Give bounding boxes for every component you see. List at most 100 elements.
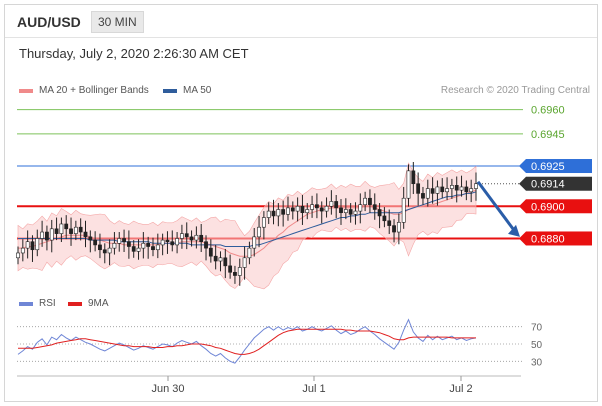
candle xyxy=(151,237,155,257)
candle-body xyxy=(189,236,194,241)
candle-body xyxy=(175,238,179,246)
candle xyxy=(180,224,184,249)
candle-body xyxy=(257,226,261,238)
candle-body xyxy=(348,209,353,215)
candle-body xyxy=(16,252,20,259)
candle-body xyxy=(445,188,449,193)
candle-body xyxy=(30,241,35,251)
time-tick-label: Jun 30 xyxy=(151,383,184,395)
rsi-layer: 70 50 30 xyxy=(17,318,543,368)
candle xyxy=(194,226,199,249)
rsi-tick-label: 30 xyxy=(531,357,543,368)
candle xyxy=(353,202,358,225)
candle xyxy=(165,231,170,254)
candle-body xyxy=(218,257,223,262)
candle xyxy=(469,179,474,203)
candle-body xyxy=(387,220,392,226)
candle-body xyxy=(334,201,339,209)
candle-body xyxy=(98,244,102,251)
candle xyxy=(122,229,126,252)
candle xyxy=(261,211,266,240)
candle-body xyxy=(310,204,314,210)
candle-body xyxy=(88,236,93,241)
candle xyxy=(126,230,131,259)
time-axis-layer: Jun 30 Jul 1 Jul 2 xyxy=(17,375,521,395)
rsi-legend-label: RSI xyxy=(39,298,56,309)
candle xyxy=(213,244,218,270)
candle-body xyxy=(286,207,290,215)
candle-body xyxy=(160,239,165,246)
candle xyxy=(406,164,411,207)
candle xyxy=(237,258,242,286)
candle xyxy=(16,246,20,265)
candle xyxy=(233,265,237,284)
candle-body xyxy=(213,255,218,262)
candle xyxy=(112,232,117,255)
candle xyxy=(310,195,314,218)
candle xyxy=(421,186,425,205)
candle-body xyxy=(266,210,271,218)
candle-body xyxy=(469,188,474,193)
level-label-arrow-support xyxy=(519,231,526,246)
candle-body xyxy=(25,241,30,249)
candle xyxy=(319,201,324,224)
candle-body xyxy=(155,244,160,251)
header-bar: AUD/USD 30 MIN xyxy=(5,5,597,38)
candle xyxy=(430,177,435,204)
candle-body xyxy=(223,257,228,267)
candle xyxy=(45,225,49,251)
candle-body xyxy=(35,238,40,251)
candle xyxy=(339,199,343,225)
rsi-swatch xyxy=(19,301,33,306)
candle-body xyxy=(112,243,117,249)
candle xyxy=(454,176,459,203)
level-label-target: 0.6960 xyxy=(531,105,565,117)
candle-body xyxy=(271,210,276,217)
candle xyxy=(73,220,78,241)
candle xyxy=(35,229,40,257)
candle-body xyxy=(329,201,334,207)
candle-body xyxy=(449,185,454,189)
candle xyxy=(136,239,141,260)
ma50-legend-label: MA 50 xyxy=(183,85,212,96)
candle xyxy=(189,230,194,247)
candle-body xyxy=(59,223,64,234)
candle-body xyxy=(252,236,257,249)
candle xyxy=(252,228,257,257)
candle-body xyxy=(199,234,204,242)
candle-body xyxy=(204,241,208,249)
candle xyxy=(141,232,146,259)
candle xyxy=(315,193,319,219)
candle-body xyxy=(372,204,377,210)
candle-body xyxy=(64,223,69,230)
candle xyxy=(281,200,286,227)
candle-body xyxy=(358,204,363,212)
candle-body xyxy=(459,186,464,191)
candle xyxy=(131,240,136,258)
candle-body xyxy=(78,226,83,233)
rsi-tick-label: 50 xyxy=(531,340,543,351)
candle-body xyxy=(363,197,368,205)
candle xyxy=(208,239,213,263)
candle xyxy=(358,193,363,224)
level-label-support: 0.6900 xyxy=(531,201,565,213)
candle xyxy=(40,220,45,247)
credit-label: Research © 2020 Trading Central xyxy=(440,85,590,96)
candle-body xyxy=(126,241,131,247)
timeframe-badge[interactable]: 30 MIN xyxy=(91,11,144,33)
candle-body xyxy=(319,207,324,212)
candle xyxy=(59,217,64,243)
candle xyxy=(175,232,179,254)
candle-body xyxy=(368,197,372,205)
candle-body xyxy=(151,246,155,251)
candle-body xyxy=(233,271,237,276)
candle-body xyxy=(170,241,175,246)
candle-body xyxy=(382,215,387,222)
candle-body xyxy=(430,188,435,194)
candle-body xyxy=(180,233,184,239)
level-label-support: 0.6880 xyxy=(531,233,565,245)
candle-body xyxy=(416,183,421,194)
candle xyxy=(228,254,233,279)
level-label-arrow-support xyxy=(519,199,526,214)
